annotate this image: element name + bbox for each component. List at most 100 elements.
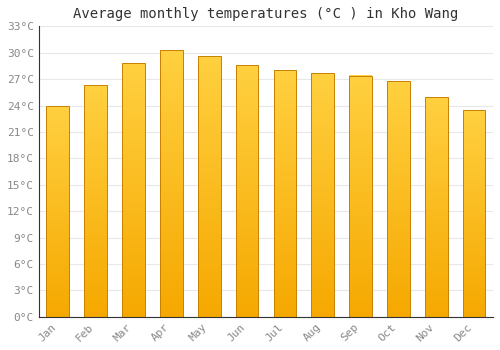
Bar: [425, 210, 448, 212]
Bar: [463, 174, 485, 175]
Bar: [160, 81, 182, 83]
Bar: [122, 82, 145, 84]
Bar: [84, 114, 107, 116]
Bar: [312, 73, 334, 317]
Bar: [387, 92, 410, 95]
Bar: [198, 119, 220, 121]
Bar: [349, 299, 372, 301]
Bar: [122, 201, 145, 203]
Bar: [463, 125, 485, 127]
Bar: [463, 170, 485, 172]
Bar: [84, 236, 107, 238]
Bar: [312, 266, 334, 268]
Bar: [425, 286, 448, 287]
Bar: [349, 108, 372, 110]
Bar: [274, 154, 296, 156]
Bar: [425, 276, 448, 278]
Bar: [236, 195, 258, 197]
Bar: [425, 190, 448, 192]
Bar: [349, 150, 372, 152]
Bar: [274, 70, 296, 317]
Bar: [312, 258, 334, 260]
Bar: [46, 162, 69, 164]
Bar: [312, 126, 334, 128]
Bar: [198, 273, 220, 275]
Bar: [312, 276, 334, 278]
Bar: [349, 142, 372, 144]
Bar: [84, 137, 107, 139]
Bar: [160, 228, 182, 230]
Bar: [236, 124, 258, 126]
Bar: [160, 257, 182, 259]
Bar: [425, 122, 448, 124]
Bar: [349, 102, 372, 104]
Bar: [84, 298, 107, 300]
Bar: [122, 264, 145, 266]
Bar: [84, 176, 107, 178]
Bar: [274, 140, 296, 142]
Bar: [198, 126, 220, 128]
Bar: [84, 216, 107, 218]
Bar: [274, 307, 296, 309]
Bar: [463, 189, 485, 191]
Bar: [236, 149, 258, 151]
Bar: [274, 251, 296, 253]
Bar: [122, 217, 145, 219]
Bar: [349, 232, 372, 234]
Bar: [46, 119, 69, 120]
Bar: [463, 294, 485, 296]
Bar: [274, 245, 296, 247]
Bar: [312, 299, 334, 301]
Bar: [349, 146, 372, 148]
Bar: [349, 114, 372, 116]
Bar: [236, 103, 258, 105]
Bar: [312, 290, 334, 292]
Bar: [312, 219, 334, 221]
Bar: [425, 296, 448, 299]
Bar: [160, 199, 182, 201]
Bar: [425, 203, 448, 205]
Bar: [425, 119, 448, 120]
Bar: [463, 236, 485, 238]
Bar: [312, 164, 334, 166]
Bar: [122, 154, 145, 156]
Bar: [122, 146, 145, 148]
Bar: [387, 315, 410, 317]
Bar: [160, 57, 182, 59]
Bar: [160, 174, 182, 177]
Bar: [349, 184, 372, 186]
Bar: [463, 277, 485, 279]
Bar: [425, 243, 448, 245]
Bar: [236, 287, 258, 289]
Bar: [274, 282, 296, 284]
Bar: [122, 152, 145, 154]
Bar: [312, 264, 334, 266]
Bar: [425, 302, 448, 304]
Bar: [463, 275, 485, 277]
Bar: [198, 71, 220, 74]
Bar: [425, 192, 448, 194]
Bar: [349, 144, 372, 146]
Bar: [236, 304, 258, 306]
Bar: [122, 125, 145, 127]
Bar: [198, 312, 220, 315]
Bar: [46, 154, 69, 155]
Bar: [84, 130, 107, 132]
Bar: [349, 309, 372, 311]
Bar: [312, 176, 334, 178]
Bar: [425, 159, 448, 161]
Bar: [349, 246, 372, 248]
Bar: [387, 185, 410, 187]
Bar: [312, 140, 334, 142]
Bar: [198, 184, 220, 187]
Bar: [46, 273, 69, 275]
Bar: [198, 243, 220, 245]
Bar: [274, 181, 296, 183]
Bar: [46, 280, 69, 282]
Bar: [312, 79, 334, 81]
Bar: [274, 150, 296, 153]
Bar: [312, 107, 334, 110]
Bar: [236, 182, 258, 184]
Bar: [463, 298, 485, 300]
Bar: [236, 210, 258, 212]
